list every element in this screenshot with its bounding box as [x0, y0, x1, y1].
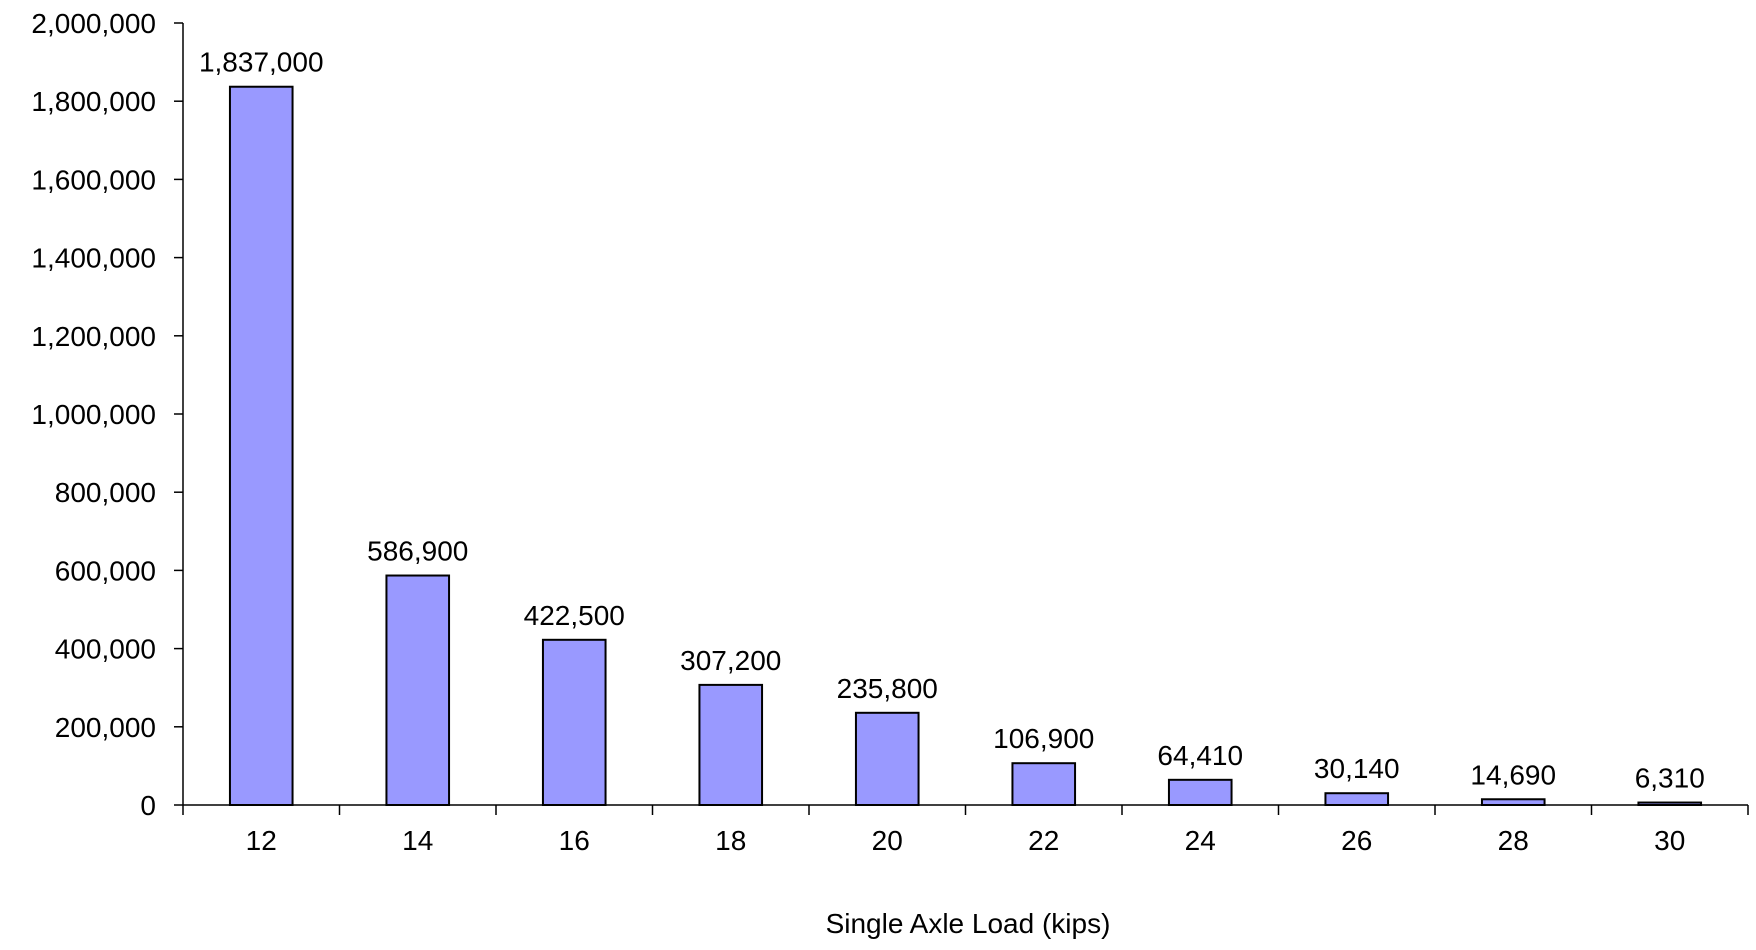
y-tick-label: 200,000: [55, 712, 156, 743]
data-label: 14,690: [1470, 759, 1556, 790]
y-tick-label: 0: [140, 790, 156, 821]
bar: [1480, 798, 1546, 807]
bar: [1167, 778, 1233, 806]
y-tick-label: 400,000: [55, 634, 156, 665]
x-tick-label: 12: [246, 825, 277, 856]
data-label: 422,500: [524, 600, 625, 631]
data-label: 106,900: [993, 723, 1094, 754]
data-label: 586,900: [367, 536, 468, 567]
x-axis: 12 14 16 18 20 22 24 26 28 30: [182, 804, 1749, 856]
y-tick-label: 1,400,000: [31, 243, 156, 274]
x-tick-label: 18: [715, 825, 746, 856]
y-tick-label: 1,200,000: [31, 321, 156, 352]
bar: [541, 638, 607, 806]
data-label: 1,837,000: [199, 47, 324, 78]
data-label: 6,310: [1635, 763, 1705, 794]
x-axis-title: Single Axle Load (kips): [826, 908, 1111, 939]
bar: [698, 683, 764, 807]
x-tick-label: 30: [1654, 825, 1685, 856]
x-tick-label: 14: [402, 825, 433, 856]
bar: [228, 85, 294, 807]
y-tick-label: 1,800,000: [31, 86, 156, 117]
bar: [1011, 762, 1077, 806]
x-tick-label: 28: [1498, 825, 1529, 856]
x-tick-label: 26: [1341, 825, 1372, 856]
y-tick-label: 800,000: [55, 477, 156, 508]
data-label: 64,410: [1157, 740, 1243, 771]
bar: [854, 711, 920, 806]
data-label: 30,140: [1314, 753, 1400, 784]
y-axis: 0 200,000 400,000 600,000 800,000 1,000,000 1,…: [31, 8, 184, 821]
data-labels: 1,837,000 586,900 422,500 307,200 235,800 106…: [199, 47, 1705, 794]
x-tick-label: 24: [1185, 825, 1216, 856]
y-tick-label: 600,000: [55, 555, 156, 586]
y-tick-label: 1,600,000: [31, 164, 156, 195]
y-tick-label: 1,000,000: [31, 399, 156, 430]
x-tick-label: 16: [559, 825, 590, 856]
bars: [228, 85, 1703, 807]
y-tick-label: 2,000,000: [31, 8, 156, 39]
bar: [1637, 801, 1703, 806]
x-tick-label: 20: [872, 825, 903, 856]
data-label: 307,200: [680, 645, 781, 676]
x-tick-label: 22: [1028, 825, 1059, 856]
bar: [385, 574, 451, 806]
data-label: 235,800: [837, 673, 938, 704]
bar: [1324, 792, 1390, 807]
